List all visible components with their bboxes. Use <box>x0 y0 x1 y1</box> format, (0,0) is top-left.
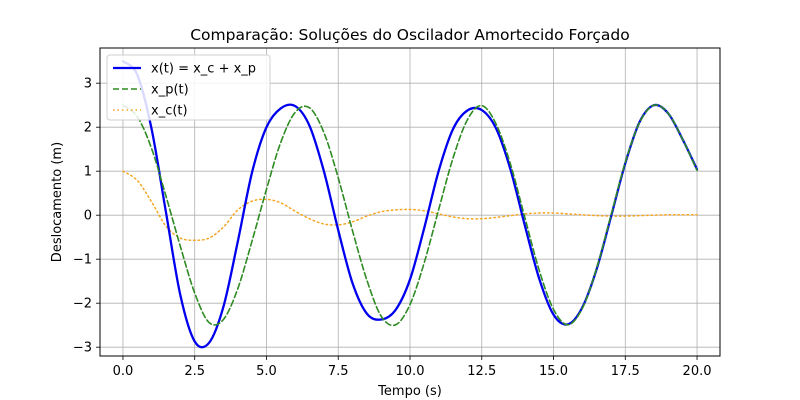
chart-title: Comparação: Soluções do Oscilador Amorte… <box>190 26 630 44</box>
x-tick-label: 5.0 <box>256 364 277 379</box>
x-axis-label: Tempo (s) <box>377 384 442 399</box>
x-tick-label: 10.0 <box>396 364 425 379</box>
series-line-1 <box>122 104 698 327</box>
plot-lines <box>121 60 699 349</box>
y-tick-label: −3 <box>73 341 92 356</box>
legend-label: x_p(t) <box>151 83 189 98</box>
x-tick-label: 15.0 <box>539 364 568 379</box>
y-tick-label: −2 <box>73 297 92 312</box>
x-tick-label: 2.5 <box>184 364 205 379</box>
series-line-2 <box>122 170 698 242</box>
x-tick-label: 20.0 <box>683 364 712 379</box>
y-tick-label: 1 <box>84 165 92 180</box>
legend: x(t) = x_c + x_p x_p(t) x_c(t) <box>106 54 271 121</box>
y-tick-label: 2 <box>84 121 92 136</box>
x-tick-label: 0.0 <box>113 364 134 379</box>
y-tick-label: 3 <box>84 77 92 92</box>
x-tick-label: 17.5 <box>611 364 640 379</box>
y-tick-label: 0 <box>84 209 92 224</box>
x-tick-label: 7.5 <box>328 364 349 379</box>
legend-label: x_c(t) <box>151 104 188 119</box>
legend-box <box>106 54 271 121</box>
axis-ticks: 0.0 2.5 5.0 7.5 10.0 12.5 15.0 17.5 20.0 −3 −2 −1 0 1… <box>73 77 712 379</box>
y-axis-label: Deslocamento (m) <box>50 142 65 262</box>
y-tick-label: −1 <box>73 253 92 268</box>
legend-label: x(t) = x_c + x_p <box>151 62 256 77</box>
x-tick-label: 12.5 <box>467 364 496 379</box>
